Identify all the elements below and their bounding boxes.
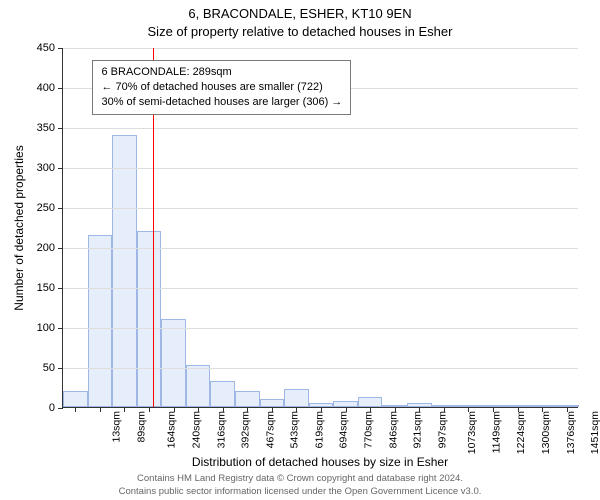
bar (235, 391, 260, 407)
x-tick-label: 240sqm (190, 411, 202, 448)
x-tick-label: 316sqm (215, 411, 227, 448)
footer: Contains HM Land Registry data © Crown c… (0, 473, 600, 498)
x-tick (518, 407, 519, 412)
x-tick-label: 467sqm (264, 411, 276, 448)
y-tick (58, 288, 63, 289)
x-tick (370, 407, 371, 412)
y-tick-label: 0 (49, 402, 55, 414)
x-tick-label: 13sqm (111, 411, 123, 443)
y-tick-label: 400 (37, 82, 55, 94)
x-tick (542, 407, 543, 412)
bar (137, 231, 162, 407)
y-tick-label: 350 (37, 122, 55, 134)
bar (284, 389, 309, 407)
y-tick (58, 168, 63, 169)
x-tick (100, 407, 101, 412)
footer-line2: Contains public sector information licen… (0, 486, 600, 498)
x-tick (395, 407, 396, 412)
x-axis-label: Distribution of detached houses by size … (62, 455, 578, 469)
y-tick (58, 408, 63, 409)
gridline (63, 208, 578, 209)
y-tick-label: 300 (37, 162, 55, 174)
bar (88, 235, 113, 407)
bar (358, 397, 383, 407)
x-tick (346, 407, 347, 412)
bar (161, 319, 186, 407)
annotation-line: 6 BRACONDALE: 289sqm (101, 65, 342, 80)
gridline (63, 288, 578, 289)
y-tick (58, 248, 63, 249)
x-tick-label: 1300sqm (540, 411, 552, 454)
chart-title-sub: Size of property relative to detached ho… (0, 24, 600, 39)
x-tick (567, 407, 568, 412)
x-tick-label: 164sqm (166, 411, 178, 448)
bar (186, 365, 211, 407)
annotation-line: 30% of semi-detached houses are larger (… (101, 95, 342, 110)
bar (210, 381, 235, 407)
x-tick (198, 407, 199, 412)
x-tick (321, 407, 322, 412)
annotation-box: 6 BRACONDALE: 289sqm← 70% of detached ho… (92, 60, 351, 115)
x-tick-label: 1224sqm (516, 411, 528, 454)
plot-area: 05010015020025030035040045013sqm89sqm164… (62, 48, 578, 408)
y-tick-label: 200 (37, 242, 55, 254)
x-tick (296, 407, 297, 412)
x-tick-label: 770sqm (362, 411, 374, 448)
x-tick (75, 407, 76, 412)
x-tick (149, 407, 150, 412)
x-tick-label: 392sqm (240, 411, 252, 448)
x-tick-label: 997sqm (436, 411, 448, 448)
x-tick (493, 407, 494, 412)
y-tick-label: 100 (37, 322, 55, 334)
bar (63, 391, 88, 407)
annotation-line: ← 70% of detached houses are smaller (72… (101, 80, 342, 95)
x-tick-label: 1451sqm (589, 411, 600, 454)
x-tick (444, 407, 445, 412)
bar (260, 399, 285, 407)
bar (112, 135, 137, 407)
gridline (63, 328, 578, 329)
x-tick (468, 407, 469, 412)
y-tick-label: 50 (43, 362, 55, 374)
y-axis-label: Number of detached properties (12, 48, 26, 408)
gridline (63, 128, 578, 129)
x-tick-label: 89sqm (135, 411, 147, 443)
chart-container: 6, BRACONDALE, ESHER, KT10 9EN Size of p… (0, 0, 600, 500)
x-tick-label: 1073sqm (466, 411, 478, 454)
y-tick (58, 328, 63, 329)
x-tick-label: 921sqm (412, 411, 424, 448)
chart-title-address: 6, BRACONDALE, ESHER, KT10 9EN (0, 6, 600, 21)
x-tick (272, 407, 273, 412)
gridline (63, 168, 578, 169)
x-tick (223, 407, 224, 412)
footer-line1: Contains HM Land Registry data © Crown c… (0, 473, 600, 485)
x-tick (247, 407, 248, 412)
y-tick-label: 450 (37, 42, 55, 54)
x-tick-label: 543sqm (289, 411, 301, 448)
x-tick (419, 407, 420, 412)
gridline (63, 248, 578, 249)
y-tick (58, 48, 63, 49)
x-tick (174, 407, 175, 412)
y-tick (58, 208, 63, 209)
y-tick-label: 150 (37, 282, 55, 294)
x-tick-label: 694sqm (338, 411, 350, 448)
gridline (63, 368, 578, 369)
x-tick-label: 1376sqm (565, 411, 577, 454)
x-tick-label: 619sqm (313, 411, 325, 448)
x-tick-label: 846sqm (387, 411, 399, 448)
gridline (63, 48, 578, 49)
y-tick (58, 88, 63, 89)
y-tick (58, 368, 63, 369)
y-tick-label: 250 (37, 202, 55, 214)
x-tick-label: 1149sqm (490, 411, 502, 453)
x-tick (124, 407, 125, 412)
y-tick (58, 128, 63, 129)
